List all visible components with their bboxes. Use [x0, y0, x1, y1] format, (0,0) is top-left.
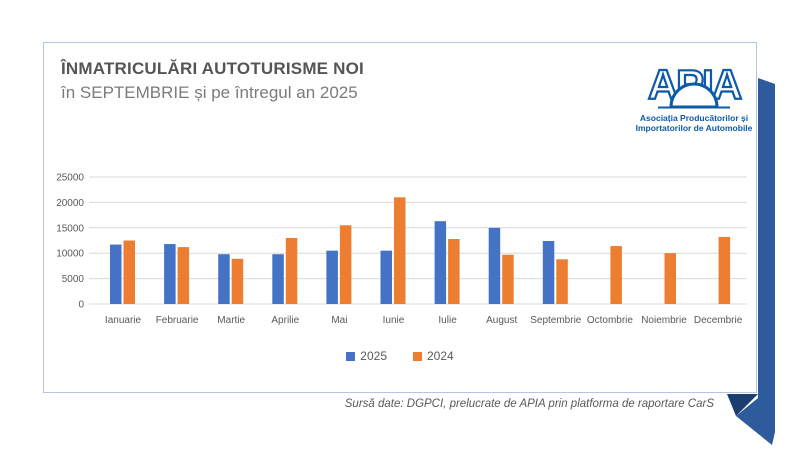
bar-2025-mai	[326, 250, 338, 304]
x-tick-label: Septembrie	[530, 315, 582, 326]
bar-2024-iunie	[394, 197, 406, 304]
y-tick-label: 15000	[56, 223, 84, 234]
bar-2024-octombrie	[610, 246, 622, 304]
bar-2025-februarie	[164, 244, 176, 304]
bar-2025-ianuarie	[110, 244, 122, 304]
apia-org-line1: Asociația Producătorilor și	[639, 113, 749, 123]
report-subtitle: în SEPTEMBRIE și pe întregul an 2025	[61, 83, 358, 102]
bar-2025-aprilie	[272, 254, 284, 304]
bar-2024-februarie	[177, 247, 190, 304]
chart-legend: 2025 2024	[44, 349, 756, 363]
bar-2024-martie	[231, 258, 244, 304]
ribbon-fold-icon	[727, 394, 758, 416]
bar-2024-noiembrie	[664, 253, 676, 304]
report-title: ÎNMATRICULĂRI AUTOTURISME NOI	[61, 59, 364, 78]
apia-logo-icon: APIA	[647, 60, 745, 109]
legend-swatch-2024	[413, 351, 422, 361]
bar-2024-decembrie	[718, 236, 731, 304]
y-tick-label: 10000	[56, 249, 84, 260]
x-tick-label: Ianuarie	[105, 315, 142, 326]
bar-2024-ianuarie	[123, 240, 135, 304]
report-card: ÎNMATRICULĂRI AUTOTURISME NOI în SEPTEMB…	[43, 42, 757, 393]
bar-2025-martie	[218, 254, 230, 304]
x-tick-label: Februarie	[156, 315, 199, 326]
bar-2025-iulie	[434, 221, 447, 304]
x-tick-label: Martie	[217, 315, 245, 326]
bar-2024-mai	[339, 225, 352, 304]
legend-label-2024: 2024	[427, 349, 454, 363]
x-tick-label: Noiembrie	[641, 315, 687, 326]
x-tick-label: Iunie	[383, 315, 405, 326]
y-tick-label: 20000	[56, 198, 84, 209]
bar-2024-aprilie	[285, 237, 298, 304]
y-tick-label: 5000	[62, 274, 85, 285]
ribbon-band	[736, 78, 775, 445]
bar-2025-iunie	[380, 250, 392, 304]
x-tick-label: Mai	[331, 315, 347, 326]
y-tick-label: 25000	[56, 173, 84, 184]
legend-label-2025: 2025	[360, 349, 387, 363]
x-tick-label: Aprilie	[271, 315, 299, 326]
x-tick-label: Octombrie	[587, 315, 634, 326]
x-tick-label: Decembrie	[694, 315, 743, 326]
bar-chart: 0 5000 10000 15000 20000 25000 Ianuarie Februar…	[56, 173, 747, 326]
y-tick-label: 0	[78, 300, 84, 311]
legend-item-2025: 2025	[346, 349, 387, 363]
legend-swatch-2025	[346, 351, 356, 361]
apia-org-line2: Importatorilor de Automobile	[635, 123, 753, 134]
bar-2025-august	[488, 227, 501, 304]
x-tick-label: Iulie	[438, 315, 457, 326]
bar-2025-septembrie	[542, 241, 555, 304]
x-tick-label: August	[486, 315, 517, 326]
bar-2024-august	[502, 254, 514, 304]
legend-item-2024: 2024	[413, 349, 454, 363]
bar-2024-septembrie	[556, 259, 568, 304]
apia-logo: APIA Asociația Producătorilor și Importa…	[616, 55, 772, 133]
source-note: Sursă date: DGPCI, prelucrate de APIA pr…	[344, 398, 714, 410]
bar-2024-iulie	[448, 238, 460, 304]
